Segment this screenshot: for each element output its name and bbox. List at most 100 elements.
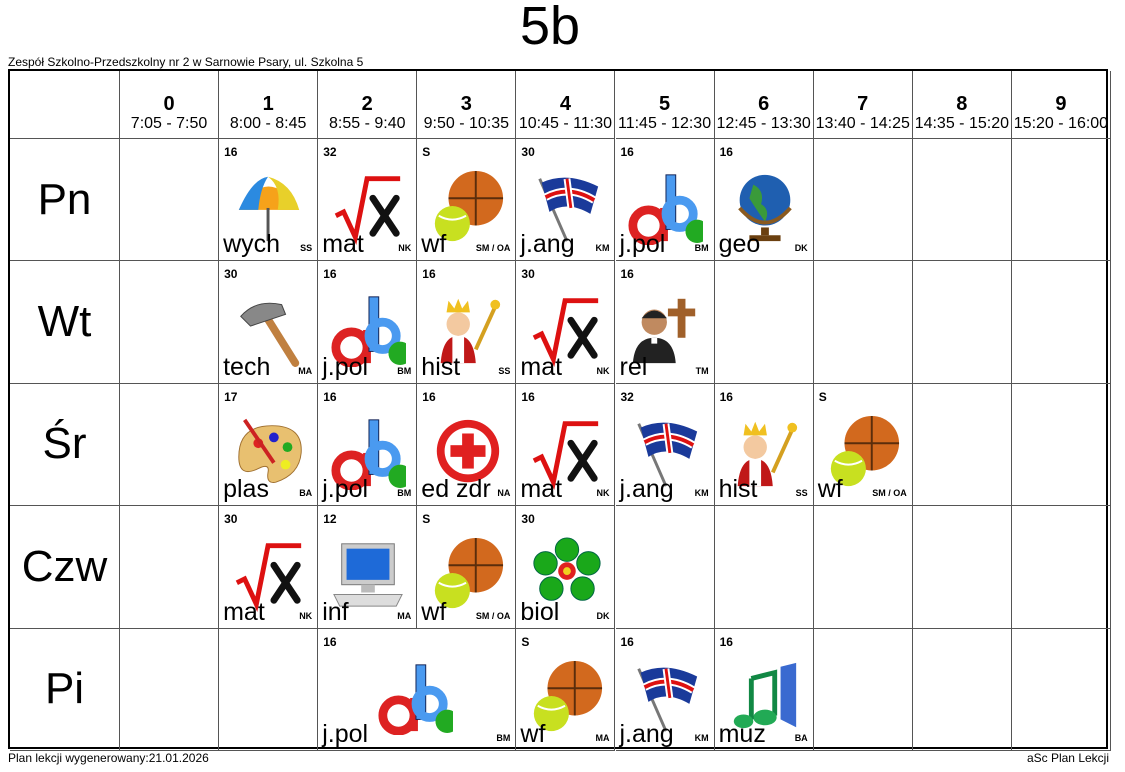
period-time: 11:45 - 12:30	[617, 115, 712, 132]
lesson-cell[interactable]: 12 inf MA	[318, 506, 418, 629]
room-number: 30	[224, 512, 238, 527]
day-label: Śr	[10, 383, 120, 507]
empty-slot	[1011, 139, 1111, 262]
king-icon	[737, 421, 798, 486]
room-number: S	[521, 634, 530, 649]
lesson-footer: j.ang KM	[620, 475, 709, 503]
teacher-initials: SM / OA	[872, 488, 907, 499]
lesson-cell[interactable]: 16 j.ang KM	[615, 628, 715, 751]
empty-slot	[813, 261, 913, 384]
empty-slot	[912, 506, 1012, 629]
lesson-cell[interactable]: 17 plas BA	[219, 383, 319, 507]
period-time: 7:05 - 7:50	[130, 115, 208, 132]
subject-name: j.ang	[619, 475, 674, 504]
school-name: Zespół Szkolno-Przedszkolny nr 2 w Sarno…	[8, 55, 364, 69]
lesson-footer: inf MA	[322, 598, 411, 626]
period-header: 6 12:45 - 13:30	[714, 71, 814, 139]
lesson-cell[interactable]: 16 j.pol BM	[318, 628, 517, 751]
room-number: 16	[323, 634, 337, 649]
period-header: 8 14:35 - 15:20	[912, 71, 1012, 139]
teacher-initials: NA	[497, 488, 511, 499]
room-number: 32	[620, 389, 634, 404]
brand-label: aSc Plan Lekcji	[1026, 751, 1109, 765]
day-name: Czw	[21, 541, 108, 591]
room-number: 30	[521, 267, 535, 282]
lesson-cell[interactable]: 30 tech MA	[219, 261, 319, 384]
lesson-footer: ed zdr NA	[421, 475, 510, 503]
teacher-initials: TM	[695, 365, 709, 376]
lesson-cell[interactable]: 16 ed zdr NA	[417, 383, 517, 507]
lesson-cell[interactable]: 16 muz BA	[714, 628, 814, 751]
room-number: S	[818, 389, 827, 404]
period-number: 2	[361, 93, 373, 115]
period-header: 7 13:40 - 14:25	[813, 71, 913, 139]
lesson-cell[interactable]: 30 j.ang KM	[516, 139, 616, 262]
music-note-icon	[733, 662, 797, 728]
period-header: 2 8:55 - 9:40	[318, 71, 418, 139]
lesson-cell[interactable]: 30 mat NK	[219, 506, 319, 629]
uk-flag-icon	[538, 177, 599, 242]
teacher-initials: NK	[596, 488, 610, 499]
lesson-cell[interactable]: 16 wych SS	[219, 139, 319, 262]
empty-slot	[120, 261, 220, 384]
period-time: 9:50 - 10:35	[423, 115, 510, 132]
subject-name: hist	[421, 352, 461, 381]
lesson-footer: mat NK	[520, 475, 609, 503]
priest-cross-icon	[632, 299, 696, 364]
empty-slot	[120, 383, 220, 507]
teacher-initials: SM / OA	[475, 610, 511, 621]
period-time: 15:20 - 16:00	[1013, 115, 1109, 132]
day-label: Czw	[10, 506, 120, 629]
generated-date: Plan lekcji wygenerowany:21.01.2026	[8, 751, 209, 765]
teacher-initials: MA	[595, 732, 610, 743]
subject-name: tech	[223, 352, 271, 381]
room-number: 30	[521, 512, 535, 527]
lesson-footer: wych SS	[223, 230, 312, 258]
lesson-cell[interactable]: 30 mat NK	[516, 261, 616, 384]
subject-name: inf	[322, 597, 349, 626]
umbrella-icon	[238, 176, 299, 242]
room-number: 16	[719, 634, 733, 649]
lesson-cell[interactable]: 16 rel TM	[615, 261, 715, 384]
subject-name: rel	[619, 352, 648, 381]
lesson-footer: j.pol BM	[322, 720, 510, 748]
empty-slot	[714, 506, 814, 629]
period-number: 0	[163, 93, 175, 115]
computer-icon	[332, 543, 403, 607]
abc-letters-icon	[331, 419, 406, 490]
teacher-initials: DK	[596, 610, 610, 621]
math-root-icon	[235, 543, 301, 613]
period-number: 1	[262, 93, 274, 115]
lesson-cell[interactable]: 16 hist SS	[417, 261, 517, 384]
lesson-cell[interactable]: 16 mat NK	[516, 383, 616, 507]
period-number: 3	[460, 93, 472, 115]
day-label: Wt	[10, 261, 120, 384]
lesson-cell[interactable]: 16 j.pol BM	[318, 383, 418, 507]
teacher-initials: SS	[300, 243, 313, 254]
flower-icon	[533, 537, 601, 601]
room-number: 16	[719, 389, 733, 404]
lesson-cell[interactable]: 32 mat NK	[318, 139, 418, 262]
period-number: 4	[559, 93, 571, 115]
lesson-cell[interactable]: 32 j.ang KM	[615, 383, 715, 507]
lesson-cell[interactable]: 16 j.pol BM	[615, 139, 715, 262]
teacher-initials: BA	[299, 488, 313, 499]
period-time: 8:55 - 9:40	[328, 115, 406, 132]
lesson-cell[interactable]: 16 j.pol BM	[318, 261, 418, 384]
lesson-footer: j.pol BM	[322, 475, 411, 503]
period-header: 1 8:00 - 8:45	[219, 71, 319, 139]
period-header: 3 9:50 - 10:35	[417, 71, 517, 139]
sports-balls-icon	[434, 538, 503, 609]
sports-balls-icon	[533, 660, 602, 731]
lesson-cell[interactable]: 16 hist SS	[714, 383, 814, 507]
lesson-cell[interactable]: 30 biol DK	[516, 506, 616, 629]
lesson-cell[interactable]: 16 geo DK	[714, 139, 814, 262]
subject-name: mat	[223, 597, 265, 626]
lesson-footer: j.ang KM	[620, 720, 709, 748]
empty-slot	[1011, 628, 1111, 751]
